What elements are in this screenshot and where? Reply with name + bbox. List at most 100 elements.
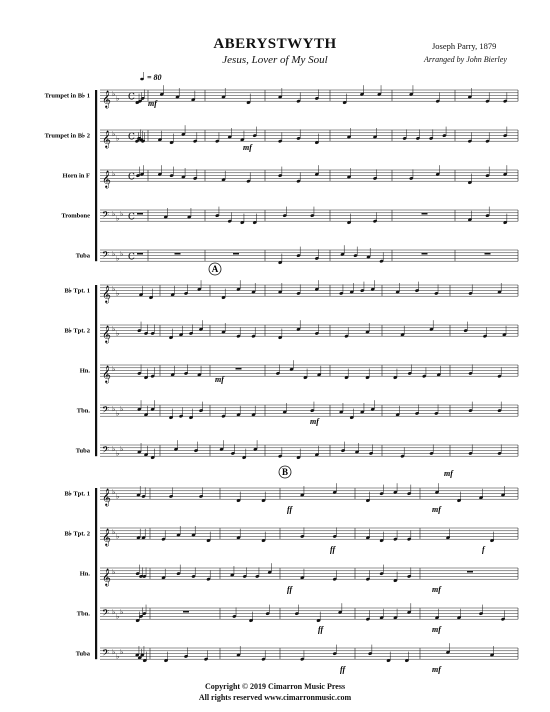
staff-2: Trumpet in B♭ 2 𝄞 ♭♭ C xyxy=(45,125,519,148)
notehead xyxy=(502,333,507,337)
whole-rest xyxy=(467,570,473,573)
notehead xyxy=(409,92,414,96)
notehead xyxy=(393,579,398,583)
notehead xyxy=(136,493,141,497)
notehead xyxy=(265,612,270,616)
staff-1: B♭ Tpt. 1 𝄞 ♭♭ xyxy=(64,280,519,303)
notehead xyxy=(135,139,139,143)
notehead xyxy=(240,138,245,142)
instrument-label: Trombone xyxy=(61,213,90,220)
treble-clef-icon: 𝄞 xyxy=(102,170,111,188)
treble-clef-icon: 𝄞 xyxy=(102,568,111,586)
notehead xyxy=(176,533,181,537)
whole-rest xyxy=(174,252,181,255)
whole-rest xyxy=(235,367,242,370)
notehead xyxy=(144,453,148,457)
key-flat-icon: ♭ xyxy=(112,90,115,98)
notehead xyxy=(219,447,224,451)
notehead xyxy=(442,134,447,138)
dynamic-marking: ff xyxy=(287,505,294,514)
notehead xyxy=(446,650,450,654)
key-flat-icon: ♭ xyxy=(112,170,115,178)
instrument-label: Tuba xyxy=(76,448,91,455)
notehead xyxy=(360,289,365,293)
notehead xyxy=(332,534,337,538)
notehead xyxy=(409,176,414,180)
notehead xyxy=(344,376,349,380)
notehead xyxy=(435,172,440,176)
staff-4: Tbn. 𝄢 ♭♭♭ xyxy=(77,400,519,420)
notehead xyxy=(393,537,398,541)
notehead xyxy=(184,654,188,658)
notehead xyxy=(467,181,472,185)
notehead xyxy=(366,617,370,621)
notehead xyxy=(187,215,192,219)
notehead xyxy=(296,179,301,183)
notehead xyxy=(379,572,384,576)
notehead xyxy=(485,139,490,143)
dynamic-marking: mf xyxy=(432,665,442,674)
time-signature: C xyxy=(128,92,135,102)
rights-line: All rights reserved www.cimarronmusic.co… xyxy=(198,693,352,702)
key-flat-icon: ♭ xyxy=(112,648,115,656)
notehead xyxy=(144,376,148,380)
instrument-label: B♭ Tpt. 1 xyxy=(64,490,90,498)
notehead xyxy=(300,534,305,538)
whole-rest xyxy=(421,212,428,215)
notehead xyxy=(400,333,405,337)
notehead xyxy=(197,373,202,377)
notehead xyxy=(150,407,155,411)
dynamic-marking: ff xyxy=(330,545,337,554)
notehead xyxy=(169,141,174,145)
instrument-label: Trumpet in B♭ 1 xyxy=(45,92,90,100)
notehead xyxy=(150,456,155,460)
notehead xyxy=(161,537,166,541)
notehead xyxy=(142,659,147,663)
notehead xyxy=(139,614,143,618)
notehead xyxy=(236,334,241,338)
instrument-label: B♭ Tpt. 2 xyxy=(64,530,90,538)
notehead xyxy=(261,539,266,543)
notehead xyxy=(141,494,146,498)
notehead xyxy=(227,219,232,223)
notehead xyxy=(236,499,241,503)
notehead xyxy=(278,95,283,99)
notehead xyxy=(232,614,237,618)
notehead xyxy=(289,367,294,371)
piece-title: ABERYSTWYTH xyxy=(213,36,337,52)
dynamic-marking: mf xyxy=(310,417,320,426)
notehead xyxy=(332,490,337,494)
notehead xyxy=(296,99,301,103)
notehead xyxy=(140,653,145,657)
notehead xyxy=(468,371,473,375)
notehead xyxy=(468,291,473,295)
notehead xyxy=(395,290,400,294)
notehead xyxy=(135,572,140,576)
notehead xyxy=(503,172,508,176)
notehead xyxy=(296,291,301,295)
key-flat-icon: ♭ xyxy=(112,130,115,138)
notehead xyxy=(231,451,235,455)
notehead xyxy=(206,539,211,543)
notehead xyxy=(457,499,461,503)
notehead xyxy=(246,179,251,183)
notehead xyxy=(142,612,147,616)
instrument-label: Tbn. xyxy=(77,611,91,618)
notehead xyxy=(236,536,241,540)
rehearsal-circle xyxy=(208,262,222,276)
notehead xyxy=(236,413,241,417)
notehead xyxy=(296,136,301,140)
notehead xyxy=(144,413,148,417)
treble-clef-icon: 𝄞 xyxy=(102,285,111,303)
instrument-label: Hn. xyxy=(80,368,91,375)
notehead xyxy=(338,610,343,614)
rehearsal-mark: B xyxy=(282,467,288,477)
staff-2: B♭ Tpt. 2 𝄞 ♭♭ xyxy=(64,526,519,546)
notehead xyxy=(393,490,398,494)
notehead xyxy=(503,99,508,103)
notehead xyxy=(175,95,180,99)
key-flat-icon: ♭ xyxy=(116,612,119,620)
notehead xyxy=(314,172,319,176)
notehead xyxy=(395,413,400,417)
notehead xyxy=(373,176,377,180)
